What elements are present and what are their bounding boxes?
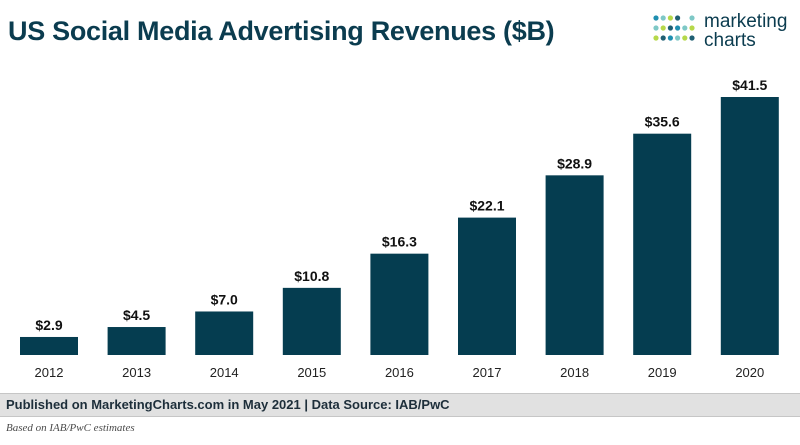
logo-dot — [653, 35, 659, 41]
bar-2014 — [195, 311, 254, 355]
bar-chart: $2.9 2012 $4.5 2013 $7.0 2014 $10.8 2015 $16.3 20… — [20, 77, 779, 380]
bar-2012 — [20, 336, 78, 355]
logo-dot — [682, 35, 688, 41]
x-tick-2020: 2020 — [735, 365, 764, 380]
footer-source: Published on MarketingCharts.com in May … — [6, 397, 450, 412]
x-tick-2012: 2012 — [35, 365, 64, 380]
x-tick-2013: 2013 — [122, 365, 151, 380]
bar-2017 — [458, 217, 516, 355]
logo-dot — [675, 35, 681, 41]
logo-dot — [689, 35, 695, 41]
logo-dot — [682, 25, 688, 31]
data-label-2019: $35.6 — [645, 114, 680, 130]
bar-2019 — [633, 133, 692, 355]
x-tick-2016: 2016 — [385, 365, 414, 380]
logo-dot — [675, 25, 681, 31]
logo-dot — [689, 25, 695, 31]
logo-dot — [689, 15, 695, 21]
footer-bar: Published on MarketingCharts.com in May … — [0, 393, 800, 417]
page-title: US Social Media Advertising Revenues ($B… — [8, 16, 555, 46]
logo-dot — [667, 35, 673, 41]
bar-2016 — [370, 253, 429, 355]
data-label-2013: $4.5 — [123, 307, 150, 323]
x-tick-2017: 2017 — [473, 365, 502, 380]
logo-dot — [675, 15, 681, 21]
data-label-2020: $41.5 — [732, 77, 767, 93]
logo-dot — [660, 35, 666, 41]
data-label-2017: $22.1 — [469, 198, 504, 214]
marketingcharts-logo: marketing charts — [652, 12, 792, 52]
bar-2013 — [107, 327, 166, 355]
x-tick-2019: 2019 — [648, 365, 677, 380]
logo-dot — [653, 15, 659, 21]
x-tick-2014: 2014 — [210, 365, 239, 380]
logo-dot — [660, 15, 666, 21]
logo-text-line1: marketing — [704, 11, 788, 32]
data-label-2012: $2.9 — [35, 317, 62, 333]
bar-2018 — [545, 175, 604, 355]
bar-2015 — [282, 287, 341, 355]
x-tick-2018: 2018 — [560, 365, 589, 380]
data-label-2018: $28.9 — [557, 155, 592, 171]
footer-note: Based on IAB/PwC estimates — [6, 422, 135, 434]
data-label-2015: $10.8 — [294, 268, 329, 284]
logo-dots-icon — [653, 15, 695, 41]
logo-text: marketing charts — [704, 12, 787, 50]
x-tick-2015: 2015 — [297, 365, 326, 380]
logo-text-line2: charts — [704, 30, 756, 51]
bar-2020 — [720, 97, 779, 355]
logo-dot — [667, 25, 673, 31]
data-label-2014: $7.0 — [211, 291, 238, 307]
logo-dot — [660, 25, 666, 31]
logo-dot — [653, 25, 659, 31]
logo-dot — [667, 15, 673, 21]
data-label-2016: $16.3 — [382, 234, 417, 250]
